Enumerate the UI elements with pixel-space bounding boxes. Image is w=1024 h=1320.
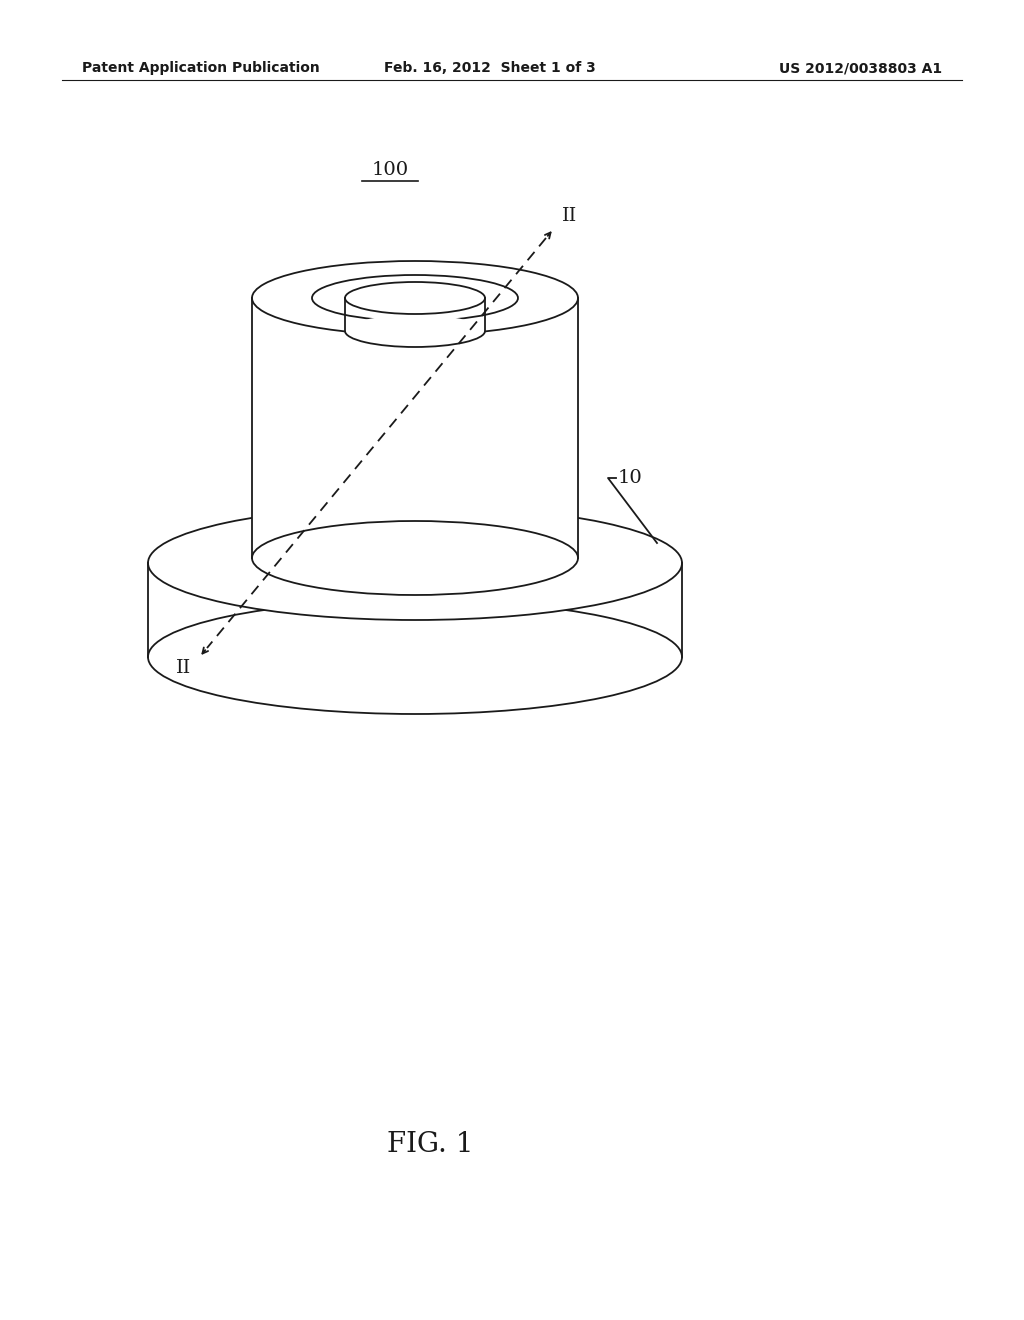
FancyBboxPatch shape	[252, 298, 578, 558]
Text: II: II	[561, 207, 577, 224]
Ellipse shape	[345, 315, 485, 347]
FancyBboxPatch shape	[148, 564, 682, 657]
Ellipse shape	[252, 261, 578, 335]
Ellipse shape	[312, 275, 518, 321]
Text: Patent Application Publication: Patent Application Publication	[82, 61, 319, 75]
Text: FIG. 1: FIG. 1	[387, 1131, 473, 1159]
Text: II: II	[176, 659, 191, 677]
Text: 10: 10	[618, 469, 643, 487]
Ellipse shape	[148, 506, 682, 620]
Text: 100: 100	[372, 161, 409, 180]
Ellipse shape	[345, 282, 485, 314]
Text: Feb. 16, 2012  Sheet 1 of 3: Feb. 16, 2012 Sheet 1 of 3	[384, 61, 596, 75]
Ellipse shape	[148, 601, 682, 714]
Ellipse shape	[252, 521, 578, 595]
Text: US 2012/0038803 A1: US 2012/0038803 A1	[779, 61, 942, 75]
